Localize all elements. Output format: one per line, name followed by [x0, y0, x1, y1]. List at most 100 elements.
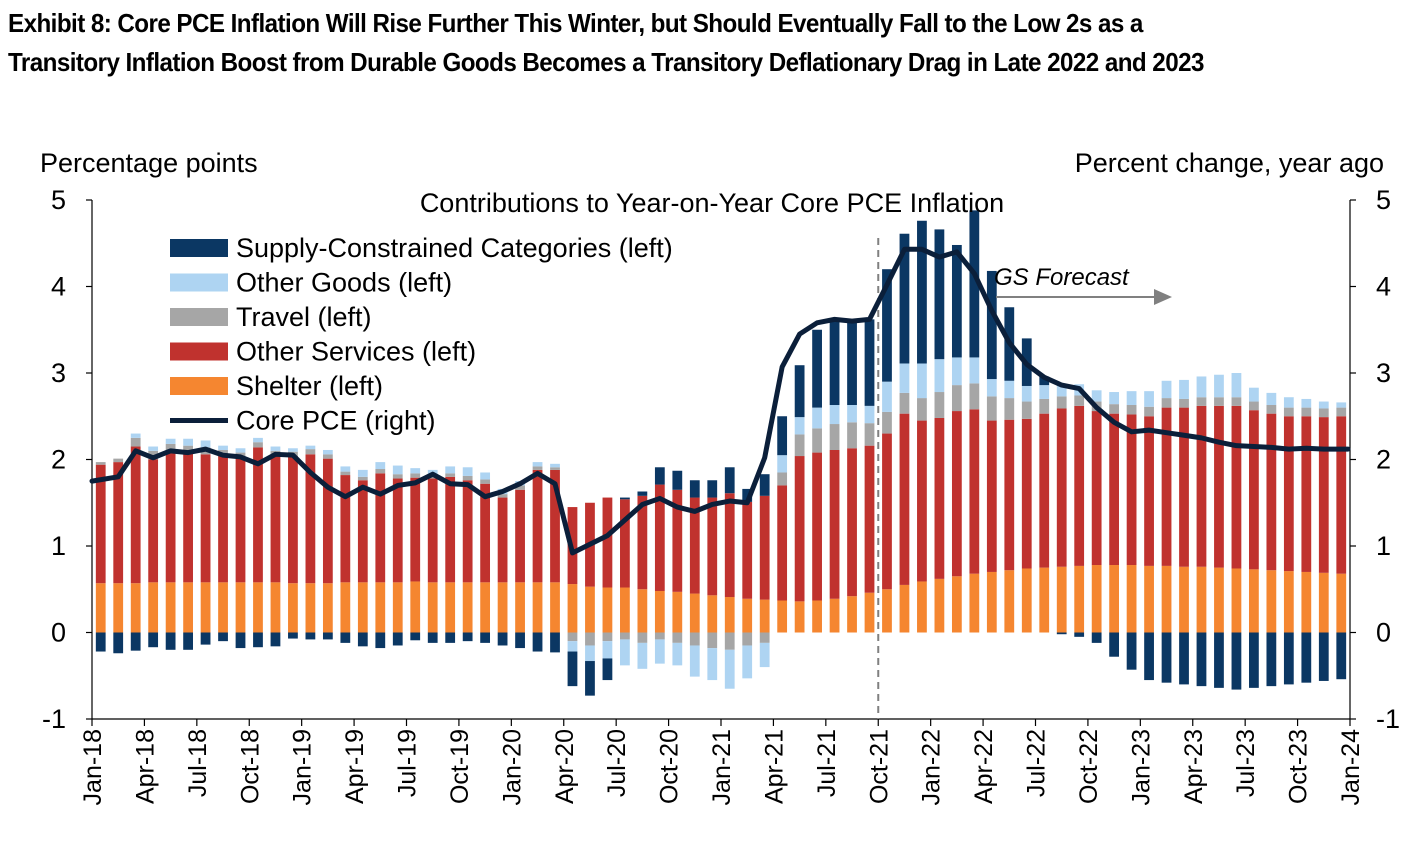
x-tick-label: Jan-23 — [1127, 729, 1155, 805]
right-y-tick-label: 0 — [1376, 618, 1391, 648]
bar-segment-Jul-19 — [410, 468, 421, 474]
bar-segment-Jan-19 — [305, 449, 316, 455]
bar-segment-Apr-22 — [986, 396, 997, 421]
bar-segment-Mar-22 — [969, 573, 980, 633]
bar-segment-Jul-21 — [829, 318, 840, 406]
bar-segment-Mar-21 — [759, 474, 770, 496]
bar-segment-Oct-23 — [1301, 398, 1312, 408]
bar-segment-Oct-20 — [672, 642, 683, 666]
bar-segment-Jun-20 — [602, 641, 613, 659]
bar-segment-Mar-22 — [969, 357, 980, 384]
left-y-tick-label: 3 — [51, 358, 66, 388]
bar-segment-Jul-18 — [200, 454, 211, 583]
x-tick-label: Jul-23 — [1232, 729, 1260, 797]
bar-segment-Mar-21 — [759, 599, 770, 633]
bar-segment-Oct-20 — [672, 470, 683, 490]
bar-segment-Apr-20 — [567, 641, 578, 652]
legend-label: Shelter (left) — [236, 371, 383, 401]
bar-segment-Sep-23 — [1283, 571, 1294, 633]
bar-segment-Jun-20 — [602, 587, 613, 633]
bar-segment-Aug-22 — [1056, 566, 1067, 633]
bar-segment-Jan-20 — [515, 632, 525, 649]
bar-segment-Feb-22 — [951, 385, 962, 412]
bar-segment-Jun-20 — [602, 497, 613, 588]
bar-segment-Oct-18 — [253, 582, 263, 633]
bar-segment-Feb-21 — [742, 501, 753, 599]
x-tick-label: Oct-23 — [1285, 729, 1313, 804]
bar-segment-Jan-20 — [515, 489, 525, 583]
bar-segment-Mar-18 — [130, 437, 141, 447]
bar-segment-Aug-21 — [847, 322, 857, 405]
legend-label: Supply-Constrained Categories (left) — [236, 233, 673, 263]
left-y-tick-label: 1 — [51, 531, 66, 561]
bar-segment-Jun-23 — [1231, 405, 1242, 569]
bar-segment-Oct-18 — [253, 437, 263, 443]
bar-segment-Feb-19 — [322, 632, 333, 640]
exhibit-title-line-2: Transitory Inflation Boost from Durable … — [8, 47, 1204, 77]
bar-segment-May-21 — [794, 417, 805, 435]
bar-segment-May-23 — [1214, 374, 1224, 398]
bar-segment-Nov-20 — [689, 632, 700, 646]
bar-segment-Jul-22 — [1039, 385, 1050, 399]
bar-segment-May-22 — [1004, 419, 1015, 571]
right-y-tick-label: -1 — [1376, 704, 1400, 734]
bar-segment-Apr-19 — [357, 582, 368, 633]
bar-segment-Jul-19 — [410, 581, 421, 633]
bar-segment-Mar-18 — [130, 433, 141, 438]
bar-segment-Jul-23 — [1249, 401, 1259, 411]
bar-segment-Feb-21 — [742, 645, 753, 679]
bar-segment-Jul-23 — [1249, 569, 1259, 633]
left-axis-title: Percentage points — [40, 148, 258, 178]
bar-segment-Apr-20 — [567, 584, 578, 633]
bar-segment-Dec-23 — [1336, 402, 1347, 408]
bar-segment-Dec-22 — [1126, 565, 1137, 633]
bar-segment-Feb-19 — [322, 449, 333, 455]
bar-segment-Jun-18 — [183, 445, 193, 453]
bar-segment-Apr-23 — [1196, 566, 1207, 633]
bar-segment-Jul-22 — [1039, 398, 1050, 414]
bar-segment-Apr-21 — [777, 455, 788, 473]
bar-segment-Mar-22 — [969, 383, 980, 410]
bar-segment-Oct-22 — [1091, 390, 1102, 402]
bar-segment-Aug-18 — [218, 632, 228, 642]
bar-segment-Jun-22 — [1021, 401, 1032, 419]
bar-segment-Jan-23 — [1144, 632, 1154, 681]
x-tick-label: Apr-19 — [341, 729, 369, 804]
bar-segment-Feb-23 — [1161, 632, 1172, 683]
bar-segment-Jul-19 — [410, 477, 421, 582]
bar-segment-Apr-18 — [148, 582, 159, 633]
bar-segment-Feb-18 — [113, 632, 124, 654]
bar-segment-Oct-19 — [462, 475, 473, 481]
bar-segment-Oct-18 — [253, 442, 263, 448]
bar-segment-Feb-20 — [532, 632, 543, 652]
bar-segment-Dec-23 — [1336, 407, 1347, 417]
bar-segment-Apr-18 — [148, 446, 159, 451]
bar-segment-May-19 — [375, 473, 386, 583]
legend-label: Other Goods (left) — [236, 268, 452, 298]
bar-segment-Jun-19 — [392, 478, 403, 583]
bar-segment-Aug-21 — [847, 422, 857, 449]
bar-segment-Jul-21 — [829, 598, 840, 633]
bar-segment-Dec-21 — [917, 220, 927, 364]
bar-segment-Nov-20 — [689, 593, 700, 633]
bar-segment-May-18 — [165, 452, 176, 583]
bar-segment-Dec-20 — [707, 480, 718, 498]
bar-segment-Jul-18 — [200, 440, 211, 448]
x-tick-label: Jan-18 — [79, 729, 107, 805]
bar-segment-Oct-18 — [253, 632, 263, 648]
bar-segment-Feb-23 — [1161, 380, 1172, 399]
x-tick-label: Oct-20 — [656, 729, 684, 804]
bar-segment-Sep-21 — [864, 445, 875, 593]
bar-segment-Nov-21 — [899, 363, 910, 393]
bar-segment-Nov-21 — [899, 233, 910, 364]
bar-segment-Jul-19 — [410, 632, 421, 641]
bar-segment-Mar-23 — [1179, 632, 1189, 685]
bar-segment-Nov-18 — [270, 582, 281, 633]
bar-segment-Jul-20 — [620, 639, 630, 666]
bar-segment-Aug-21 — [847, 596, 857, 633]
bar-segment-Nov-22 — [1109, 413, 1120, 566]
bar-segment-Mar-23 — [1179, 398, 1189, 408]
bar-segment-Jul-21 — [829, 449, 840, 599]
bar-segment-Feb-22 — [951, 244, 962, 358]
bar-segment-Aug-22 — [1056, 385, 1067, 397]
